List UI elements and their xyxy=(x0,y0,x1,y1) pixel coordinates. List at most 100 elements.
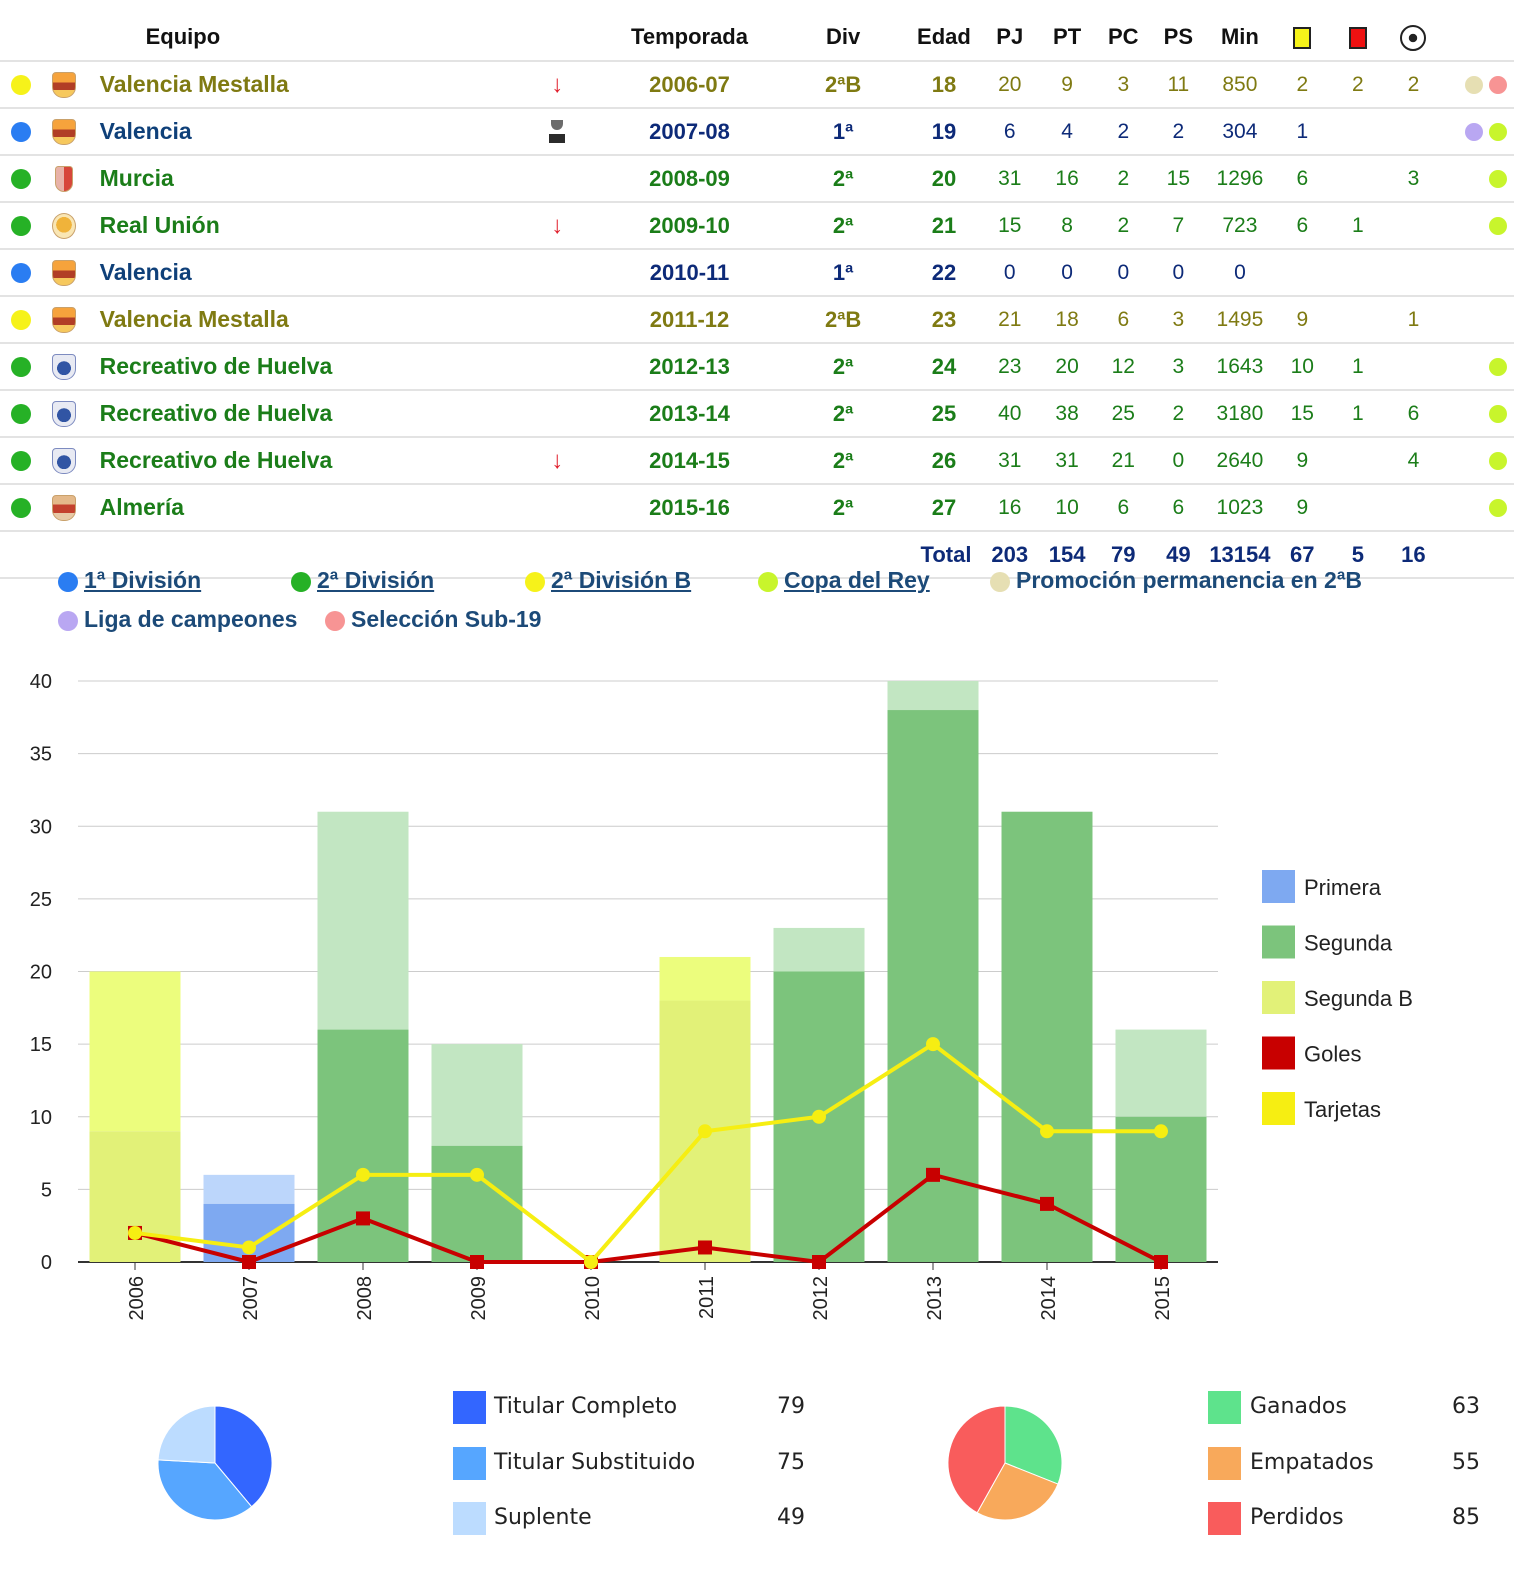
legend-label[interactable]: 2ª División xyxy=(317,567,435,593)
bar-starts xyxy=(317,1029,409,1262)
division: 1ª xyxy=(777,108,909,156)
x-tick-label: 2012 xyxy=(810,1276,832,1321)
legend-label[interactable]: Copa del Rey xyxy=(784,567,930,593)
goals-point xyxy=(470,1255,484,1269)
pt: 4 xyxy=(1040,108,1095,156)
table-row[interactable]: Murcia 2008-09 2ª 20 31 16 2 15 1296 6 3 xyxy=(0,155,1514,203)
pie-legend-label: Empatados xyxy=(1250,1449,1374,1475)
total-yellow: 67 xyxy=(1275,531,1329,579)
minutes: 304 xyxy=(1204,108,1276,156)
legend-item[interactable]: 1ª División xyxy=(58,567,201,594)
pie-legend-value: 85 xyxy=(1452,1505,1480,1530)
age: 25 xyxy=(908,390,980,438)
relegation-arrow-icon: ↓ xyxy=(551,211,564,239)
team-name[interactable]: Real Unión xyxy=(85,202,514,250)
table-row[interactable]: Valencia Mestalla 2011-12 2ªB 23 21 18 6 3 1495 9… xyxy=(0,296,1514,344)
red-cards: 1 xyxy=(1328,202,1387,250)
legend-dot-icon xyxy=(58,571,78,592)
yellow-cards: 6 xyxy=(1275,155,1329,203)
y-tick-label: 5 xyxy=(41,1179,52,1201)
red-cards xyxy=(1328,155,1387,203)
table-row[interactable]: Recreativo de Huelva 2012-13 2ª 24 23 20 12 3 16… xyxy=(0,343,1514,391)
division-dot-icon xyxy=(11,356,32,377)
team-name[interactable]: Almería xyxy=(85,484,514,532)
table-row[interactable]: Valencia 2007-08 1ª 19 6 4 2 2 304 1 xyxy=(0,108,1514,156)
table-row[interactable]: Almería 2015-16 2ª 27 16 10 6 6 1023 9 xyxy=(0,484,1514,532)
cards-point xyxy=(926,1037,940,1052)
goals-point xyxy=(698,1240,712,1255)
x-tick-label: 2010 xyxy=(582,1276,604,1321)
pie-legend-swatch xyxy=(1208,1502,1241,1535)
cards-point xyxy=(356,1167,370,1182)
team-name[interactable]: Murcia xyxy=(85,155,514,203)
legend-item[interactable]: 2ª División xyxy=(291,567,434,594)
chart-legend-swatch xyxy=(1262,981,1295,1014)
ps: 11 xyxy=(1152,61,1205,109)
pc: 2 xyxy=(1094,155,1153,203)
team-name[interactable]: Valencia Mestalla xyxy=(85,61,514,109)
club-crest-icon xyxy=(52,118,77,145)
team-name[interactable]: Valencia xyxy=(85,108,514,156)
goals-point xyxy=(356,1211,370,1226)
pie-slice xyxy=(157,1405,216,1464)
pie-legend-swatch xyxy=(453,1391,486,1424)
total-label: Total xyxy=(777,531,980,579)
legend-dot-icon xyxy=(525,571,545,592)
pie-legend-value: 55 xyxy=(1452,1449,1480,1475)
yellow-cards: 9 xyxy=(1275,437,1329,485)
season: 2011-12 xyxy=(601,296,778,344)
legend-item[interactable]: 2ª División B xyxy=(525,567,691,594)
pie-legend-label: Perdidos xyxy=(1250,1505,1344,1530)
pj: 15 xyxy=(979,202,1041,250)
table-row[interactable]: Valencia Mestalla ↓ 2006-07 2ªB 18 20 9 3 11 850 2… xyxy=(0,61,1514,109)
competition-dot-icon xyxy=(1489,169,1507,188)
pie-legend-value: 49 xyxy=(777,1505,805,1530)
red-cards xyxy=(1328,249,1387,297)
cards-point xyxy=(128,1225,142,1240)
season: 2008-09 xyxy=(601,155,778,203)
team-name[interactable]: Recreativo de Huelva xyxy=(85,437,514,485)
age: 21 xyxy=(908,202,980,250)
goals: 3 xyxy=(1386,155,1441,203)
age: 27 xyxy=(908,484,980,532)
minutes: 1495 xyxy=(1204,296,1276,344)
chart-legend-swatch xyxy=(1262,925,1295,959)
club-crest-icon xyxy=(52,259,77,286)
minutes: 1296 xyxy=(1204,155,1276,203)
team-name[interactable]: Recreativo de Huelva xyxy=(85,343,514,391)
team-name[interactable]: Valencia Mestalla xyxy=(85,296,514,344)
bar-starts xyxy=(1115,1116,1207,1262)
season: 2015-16 xyxy=(601,484,778,532)
age: 18 xyxy=(908,61,980,109)
trophy-icon xyxy=(549,119,566,144)
club-crest-icon xyxy=(52,400,77,427)
legend-label[interactable]: 1ª División xyxy=(84,567,202,593)
total-ps: 49 xyxy=(1152,531,1205,579)
age: 26 xyxy=(908,437,980,485)
pie-legend-label: Ganados xyxy=(1250,1394,1347,1419)
ps: 3 xyxy=(1152,296,1205,344)
ps: 2 xyxy=(1152,390,1205,438)
legend-label[interactable]: 2ª División B xyxy=(551,567,692,593)
table-row[interactable]: Valencia 2010-11 1ª 22 0 0 0 0 0 xyxy=(0,249,1514,297)
season: 2014-15 xyxy=(601,437,778,485)
goals-point xyxy=(926,1167,940,1182)
legend-item: Liga de campeones xyxy=(58,606,297,633)
table-row[interactable]: Real Unión ↓ 2009-10 2ª 21 15 8 2 7 723 6 1 xyxy=(0,202,1514,250)
pc: 6 xyxy=(1094,484,1153,532)
legend-dot-icon xyxy=(325,610,345,631)
legend-item[interactable]: Copa del Rey xyxy=(758,567,930,594)
totals-row: Total 203 154 79 49 13154 67 5 16 xyxy=(0,531,1514,579)
y-tick-label: 35 xyxy=(30,744,52,766)
table-row[interactable]: Recreativo de Huelva ↓ 2014-15 2ª 26 31 31 21 0 2… xyxy=(0,437,1514,485)
chart-legend-swatch xyxy=(1262,1092,1295,1125)
chart-legend-label: Segunda B xyxy=(1304,986,1413,1011)
team-name[interactable]: Valencia xyxy=(85,249,514,297)
table-row[interactable]: Recreativo de Huelva 2013-14 2ª 25 40 38 25 2 31… xyxy=(0,390,1514,438)
pt: 31 xyxy=(1040,437,1095,485)
team-name[interactable]: Recreativo de Huelva xyxy=(85,390,514,438)
cards-point xyxy=(1154,1124,1168,1139)
ps: 0 xyxy=(1152,437,1205,485)
yellow-cards: 9 xyxy=(1275,296,1329,344)
x-tick-label: 2008 xyxy=(354,1276,376,1321)
